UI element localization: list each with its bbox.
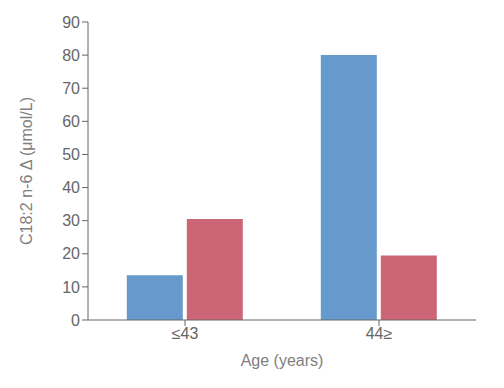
svg-text:≤43: ≤43: [172, 325, 199, 342]
svg-text:90: 90: [62, 14, 80, 31]
svg-text:44≥: 44≥: [366, 325, 393, 342]
svg-text:50: 50: [62, 146, 80, 163]
svg-text:80: 80: [62, 47, 80, 64]
svg-text:0: 0: [71, 312, 80, 329]
svg-text:20: 20: [62, 245, 80, 262]
svg-text:70: 70: [62, 80, 80, 97]
svg-text:C18:2 n-6 Δ (μmol/L): C18:2 n-6 Δ (μmol/L): [18, 97, 35, 245]
svg-text:Age (years): Age (years): [241, 352, 324, 369]
svg-text:40: 40: [62, 179, 80, 196]
svg-text:60: 60: [62, 113, 80, 130]
svg-text:10: 10: [62, 279, 80, 296]
svg-text:30: 30: [62, 212, 80, 229]
